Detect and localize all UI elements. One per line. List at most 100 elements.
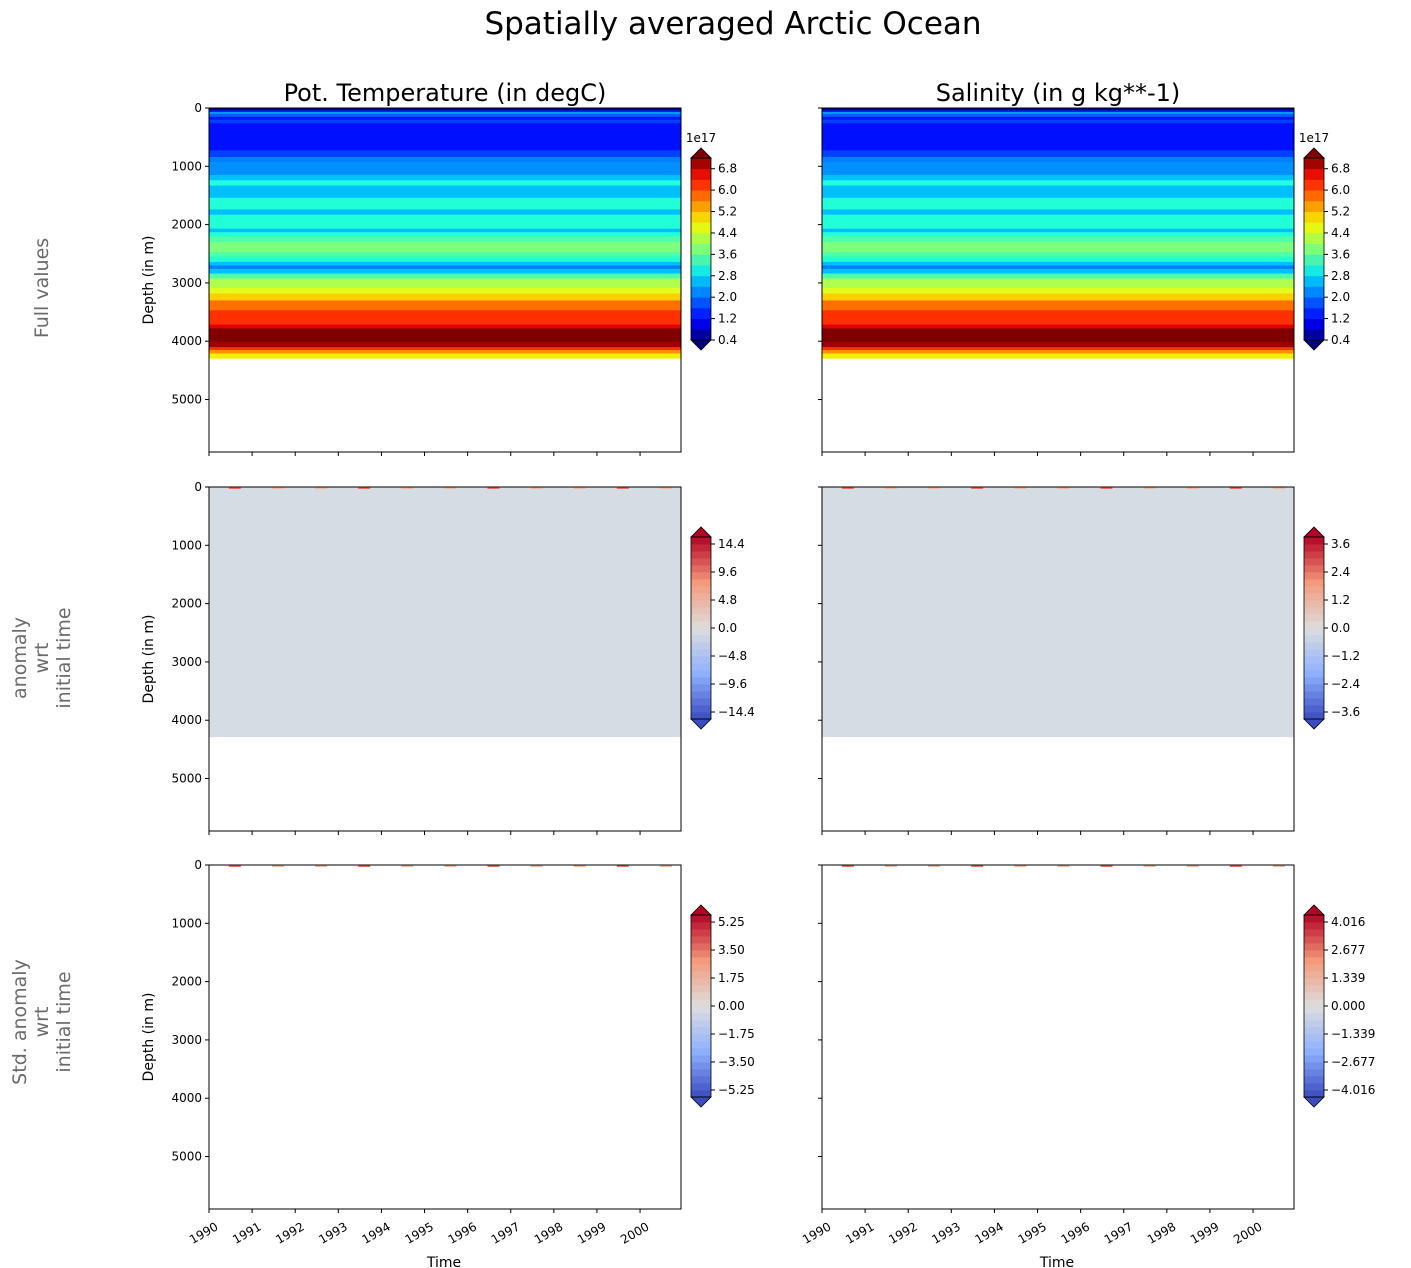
surface-anomaly-mark: [1143, 865, 1156, 867]
heatmap-band: [209, 273, 681, 280]
colorbar-level: [691, 999, 711, 1007]
heatmap-band: [822, 310, 1294, 326]
y-tick-label: 4000: [171, 713, 202, 727]
heatmap-band: [822, 287, 1294, 294]
colorbar-level: [1304, 1041, 1324, 1049]
heatmap-band: [209, 265, 681, 270]
heatmap-band: [822, 232, 1294, 237]
colorbar-level: [691, 211, 711, 223]
x-tick-label: 1996: [446, 1219, 479, 1246]
x-tick-label: 1999: [1188, 1219, 1221, 1246]
colorbar-level: [1304, 943, 1324, 951]
colorbar-level: [691, 572, 711, 580]
heatmap-band: [822, 156, 1294, 163]
colorbar-level: [1304, 158, 1324, 170]
colorbar-level: [1304, 964, 1324, 972]
y-tick-label: 0: [194, 101, 202, 115]
colorbar-level: [1304, 243, 1324, 255]
heatmap-band: [822, 242, 1294, 253]
colorbar-level: [691, 607, 711, 615]
heatmap-band: [822, 252, 1294, 258]
x-tick-label: 2000: [1231, 1219, 1264, 1246]
colorbar-level: [1304, 329, 1324, 341]
colorbar-level: [1304, 318, 1324, 330]
colorbar-extend-min: [1303, 718, 1325, 730]
surface-anomaly-mark: [1143, 487, 1156, 489]
colorbar-level: [1304, 1006, 1324, 1014]
x-tick-label: 1995: [403, 1219, 436, 1246]
colorbar-tick-label: 5.2: [1331, 205, 1350, 219]
surface-anomaly-mark: [1100, 487, 1113, 489]
colorbar-level: [691, 929, 711, 937]
x-tick-label: 1991: [843, 1219, 876, 1246]
colorbar-level: [691, 232, 711, 245]
heatmap-band: [209, 110, 681, 113]
y-axis-label: Depth (in m): [141, 236, 157, 325]
colorbar-level: [691, 1069, 711, 1077]
colorbar-level: [1304, 663, 1324, 671]
colorbar-level: [1304, 254, 1324, 266]
heatmap-band: [209, 341, 681, 348]
heatmap-band: [209, 116, 681, 121]
colorbar-level: [1304, 607, 1324, 615]
colorbar-level: [691, 1062, 711, 1070]
colorbar-extend-min: [690, 1096, 712, 1108]
colorbar-level: [1304, 586, 1324, 594]
heatmap-band: [209, 256, 681, 263]
panel-r0-c1: 6.8 6.0 5.2 4.4 3.6 2.8 2.0 1.2 0.4 1e17: [818, 107, 1350, 456]
y-tick-label: 0: [194, 480, 202, 494]
x-tick-label: 1997: [489, 1219, 522, 1246]
colorbar-tick-label: −14.4: [718, 705, 755, 719]
heatmap-band: [822, 273, 1294, 280]
x-tick-label: 1998: [532, 1219, 565, 1246]
heatmap-band: [209, 300, 681, 311]
colorbar-tick-label: 4.016: [1331, 915, 1365, 929]
surface-anomaly-mark: [841, 487, 854, 489]
colorbar-level: [1304, 950, 1324, 958]
axes-frame: [821, 107, 1295, 453]
colorbar-level: [691, 950, 711, 958]
colorbar-tick-label: 0.00: [718, 999, 745, 1013]
panel-r1-c0: 0 1000 2000 3000 4000 5000 Depth (in m) 14.4 9.6…: [141, 480, 755, 835]
colorbar-tick-label: 2.8: [718, 269, 737, 283]
heatmap-band: [209, 185, 681, 199]
colorbar-tick-label: 6.0: [718, 183, 737, 197]
colorbar-level: [1304, 1055, 1324, 1063]
colorbar-level: [691, 544, 711, 552]
row-label: initial time: [53, 971, 75, 1072]
colorbar-tick-label: −2.4: [1331, 677, 1360, 691]
y-tick-label: 3000: [171, 1033, 202, 1047]
x-tick-label: 1999: [575, 1219, 608, 1246]
column-title-salinity: Salinity (in g kg**-1): [936, 79, 1181, 107]
colorbar-tick-label: 1.2: [1331, 593, 1350, 607]
colorbar-level: [691, 1041, 711, 1049]
heatmap-band: [822, 328, 1294, 343]
heatmap-band: [209, 349, 681, 354]
surface-anomaly-mark: [616, 487, 629, 489]
surface-anomaly-mark: [487, 865, 500, 867]
heatmap-band: [822, 185, 1294, 199]
colorbar-level: [691, 964, 711, 972]
heatmap-band: [822, 150, 1294, 158]
heatmap-band: [209, 232, 681, 237]
y-tick-label: 1000: [171, 916, 202, 930]
colorbar-level: [691, 593, 711, 601]
panel-r2-c1: 1990 1991 1992 1993 1994 1995 1996 1997 1998 1999…: [800, 864, 1375, 1268]
colorbar-tick-label: 2.4: [1331, 565, 1350, 579]
column-title-temperature: Pot. Temperature (in degC): [284, 79, 607, 107]
colorbar-level: [691, 985, 711, 993]
colorbar-level: [691, 957, 711, 965]
surface-anomaly-mark: [1186, 865, 1199, 867]
surface-anomaly-mark: [401, 865, 414, 867]
colorbar-tick-label: 0.0: [718, 621, 737, 635]
colorbar-extend-max: [690, 526, 712, 538]
colorbar-level: [691, 677, 711, 685]
heatmap-band: [209, 123, 681, 133]
colorbar-level: [691, 286, 711, 298]
heatmap-area: [822, 108, 1294, 359]
heatmap-band: [822, 256, 1294, 263]
heatmap-band: [209, 287, 681, 294]
heatmap-band: [822, 349, 1294, 354]
heatmap-band: [209, 175, 681, 181]
heatmap-band: [209, 228, 681, 233]
